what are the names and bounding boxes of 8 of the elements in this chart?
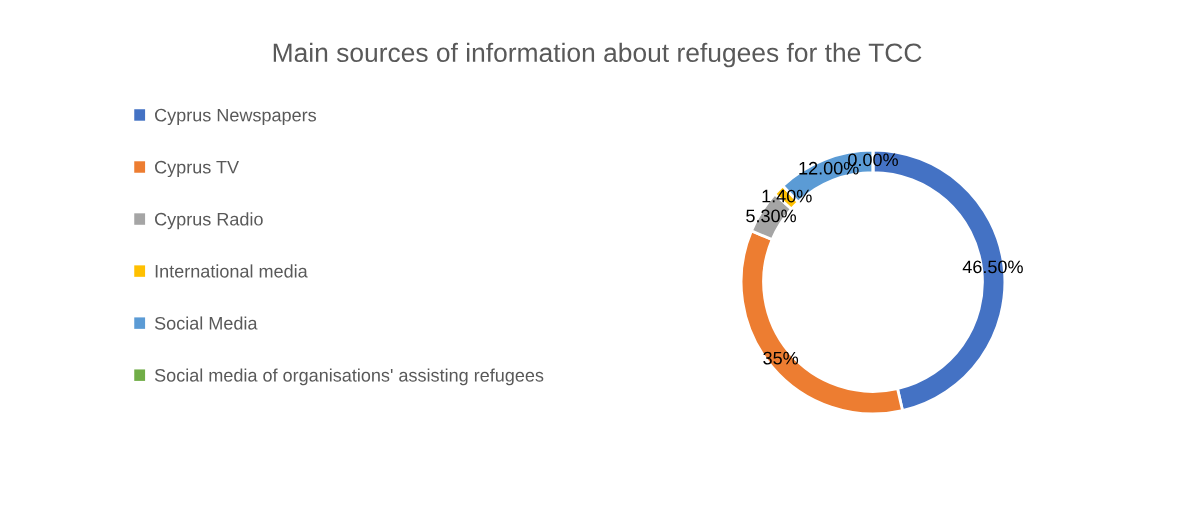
legend-label: Cyprus Radio <box>155 212 263 230</box>
data-label: 5.30% <box>746 209 796 223</box>
chart-title: Main sources of information about refugees for the TCC <box>273 42 922 68</box>
legend-label: Cyprus Newspapers <box>155 108 317 126</box>
legend-label: International media <box>155 264 308 278</box>
legend-label: Cyprus TV <box>155 160 239 178</box>
legend-label: Social Media <box>154 316 258 330</box>
legend-label: Social media of organisations' assisting refugees <box>154 368 544 386</box>
